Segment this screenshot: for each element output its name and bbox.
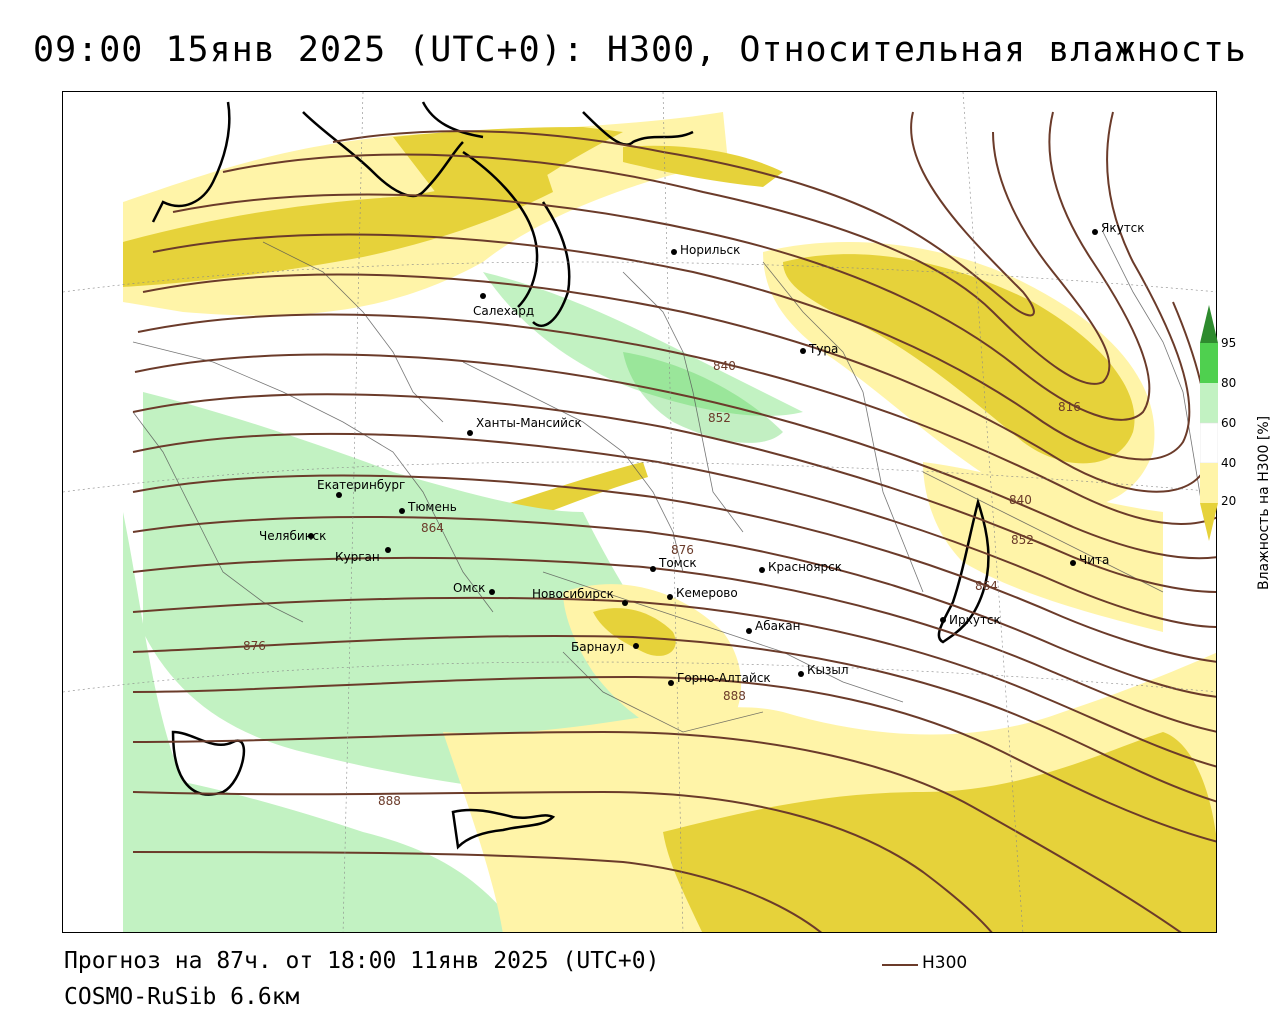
city-kurgan[interactable]: Курган xyxy=(335,547,391,564)
city-chelyabinsk[interactable]: Челябинск xyxy=(259,529,326,543)
forecast-caption: Прогноз на 87ч. от 18:00 11янв 2025 (UTC… xyxy=(64,948,660,974)
city-barnaul[interactable]: Барнаул xyxy=(571,640,639,654)
city-novosibirsk[interactable]: Новосибирск xyxy=(532,587,628,606)
svg-text:Екатеринбург: Екатеринбург xyxy=(317,478,405,492)
legend-title: Влажность на H300 [%] xyxy=(1256,415,1272,590)
contour-label: 816 xyxy=(1058,400,1081,414)
city-khanty-mansiysk[interactable]: Ханты-Мансийск xyxy=(467,416,582,436)
city-salekhard[interactable]: Салехард xyxy=(473,293,534,318)
city-tyumen[interactable]: Тюмень xyxy=(399,500,457,514)
city-norilsk[interactable]: Норильск xyxy=(671,243,740,257)
city-gorno-altaysk[interactable]: Горно-Алтайск xyxy=(668,671,771,686)
svg-text:Омск: Омск xyxy=(453,581,485,595)
contour-label: 840 xyxy=(713,359,736,373)
map-frame[interactable]: 840 852 864 876 888 816 840 852 864 876 … xyxy=(62,91,1217,933)
humidity-fill-layer xyxy=(123,112,1216,932)
contour-key-label: H300 xyxy=(922,953,968,973)
city-krasnoyarsk[interactable]: Красноярск xyxy=(759,560,842,574)
svg-text:Барнаул: Барнаул xyxy=(571,640,624,654)
svg-text:Кызыл: Кызыл xyxy=(807,663,849,677)
region-borders xyxy=(132,231,1204,733)
svg-text:Чита: Чита xyxy=(1079,553,1109,567)
legend-tick: 80 xyxy=(1221,376,1237,390)
h300-contours xyxy=(132,111,1216,932)
city-tura[interactable]: Тура xyxy=(800,342,838,356)
svg-text:Якутск: Якутск xyxy=(1101,221,1145,235)
city-yakutsk[interactable]: Якутск xyxy=(1092,221,1145,235)
city-chita[interactable]: Чита xyxy=(1070,553,1109,567)
model-caption: COSMO-RuSib 6.6км xyxy=(64,984,300,1010)
svg-text:Тура: Тура xyxy=(808,342,838,356)
contour-labels: 840 852 864 876 888 816 840 852 864 876 … xyxy=(243,359,1081,808)
map-title: 09:00 15янв 2025 (UTC+0): H300, Относите… xyxy=(33,30,1247,70)
contour-label: 852 xyxy=(708,411,731,425)
city-kemerovo[interactable]: Кемерово xyxy=(667,586,738,600)
city-abakan[interactable]: Абакан xyxy=(746,619,800,634)
legend-tick: 20 xyxy=(1221,494,1237,508)
contour-label: 888 xyxy=(723,689,746,703)
contour-label: 840 xyxy=(1009,493,1032,507)
contour-key-line xyxy=(882,964,918,966)
contour-label: 852 xyxy=(1011,533,1034,547)
svg-text:Томск: Томск xyxy=(658,556,697,570)
svg-text:Норильск: Норильск xyxy=(680,243,740,257)
svg-text:Ханты-Мансийск: Ханты-Мансийск xyxy=(476,416,582,430)
svg-text:Курган: Курган xyxy=(335,550,380,564)
legend-tick: 60 xyxy=(1221,416,1237,430)
humidity-map: 840 852 864 876 888 816 840 852 864 876 … xyxy=(63,92,1216,932)
svg-text:Тюмень: Тюмень xyxy=(407,500,457,514)
city-irkutsk[interactable]: Иркутск xyxy=(940,613,1001,627)
contour-label: 876 xyxy=(671,543,694,557)
city-tomsk[interactable]: Томск xyxy=(650,556,697,572)
svg-text:Красноярск: Красноярск xyxy=(768,560,842,574)
contour-label: 864 xyxy=(975,579,998,593)
svg-text:Кемерово: Кемерово xyxy=(676,586,738,600)
contour-label: 864 xyxy=(421,521,444,535)
svg-text:Горно-Алтайск: Горно-Алтайск xyxy=(677,671,771,685)
city-omsk[interactable]: Омск xyxy=(453,581,495,595)
legend-tick: 40 xyxy=(1221,456,1237,470)
humidity-colorbar xyxy=(1200,305,1218,541)
legend-tick: 95 xyxy=(1221,336,1237,350)
contour-label: 888 xyxy=(378,794,401,808)
city-layer: Якутск Норильск Салехард Тура Ханты-Манс… xyxy=(259,221,1145,686)
city-ekaterinburg[interactable]: Екатеринбург xyxy=(317,478,405,498)
svg-text:Салехард: Салехард xyxy=(473,304,534,318)
svg-text:Новосибирск: Новосибирск xyxy=(532,587,614,601)
city-kyzyl[interactable]: Кызыл xyxy=(798,663,849,677)
svg-text:Абакан: Абакан xyxy=(755,619,800,633)
svg-text:Иркутск: Иркутск xyxy=(949,613,1001,627)
contour-label: 876 xyxy=(243,639,266,653)
svg-text:Челябинск: Челябинск xyxy=(259,529,326,543)
graticule xyxy=(63,92,1216,932)
